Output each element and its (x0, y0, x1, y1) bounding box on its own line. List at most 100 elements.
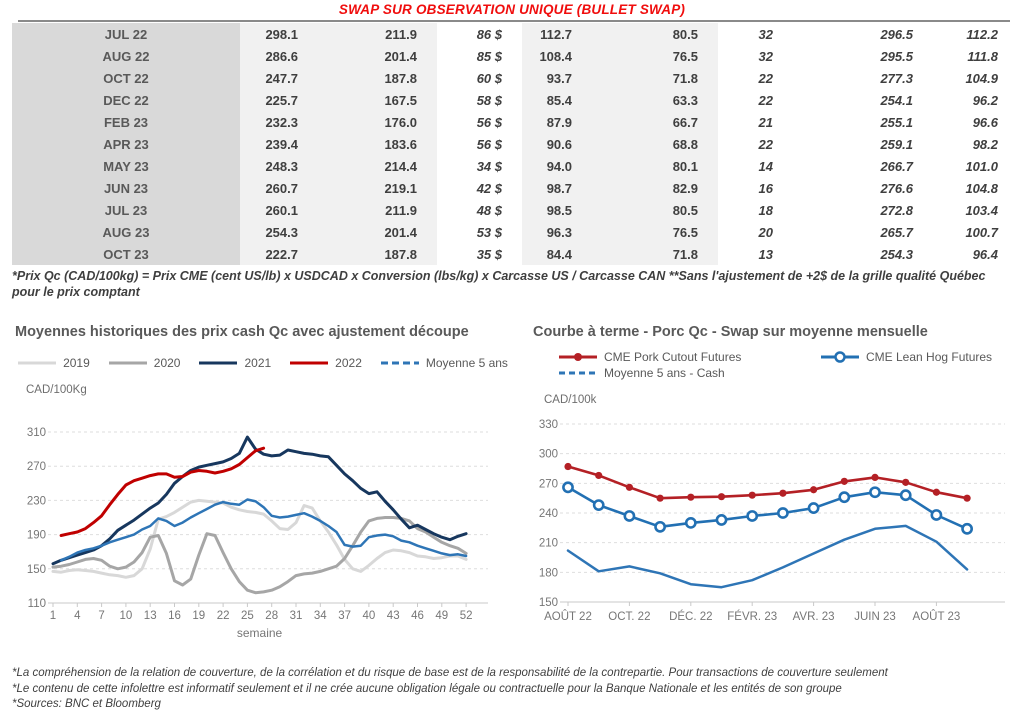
data-point (687, 493, 695, 501)
legend-item: CME Lean Hog Futures (820, 350, 1024, 364)
table-cell: AUG 23 (12, 221, 240, 243)
svg-text:4: 4 (74, 610, 81, 622)
table-cell: APR 23 (12, 133, 240, 155)
title-divider (18, 20, 1010, 22)
table-cell: 98.7 (522, 177, 592, 199)
table-cell: AUG 22 (12, 45, 240, 67)
chart-legend: CME Pork Cutout Futures CME Lean Hog Futu… (528, 350, 1024, 380)
table-cell: 18 (758, 202, 773, 218)
table-row: DEC 22 225.7 167.5 58 $ 85.4 63.3 22 254.1 96.2 (12, 89, 1018, 111)
table-cell: 112.7 (522, 23, 592, 45)
table-cell: 80.5 (592, 199, 718, 221)
table-cell: 104.9 (965, 70, 998, 86)
data-point (930, 509, 943, 521)
legend-item: CME Pork Cutout Futures (558, 350, 820, 364)
table-cell: 112.2 (966, 26, 998, 42)
disclaimer-line: *La compréhension de la relation de couv… (12, 667, 888, 679)
table-row: FEB 23 232.3 176.0 56 $ 87.9 66.7 21 255.1 96.6 (12, 111, 1018, 133)
table-cell: 80.5 (592, 23, 718, 45)
table-cell: 66.7 (592, 111, 718, 133)
table-cell: 84.4 (522, 243, 592, 265)
legend-line-sample (290, 361, 329, 365)
table-cell: JUN 23 (12, 177, 240, 199)
svg-text:49: 49 (435, 610, 448, 622)
svg-text:310: 310 (27, 427, 46, 439)
svg-text:10: 10 (120, 610, 133, 622)
table-cell: 80.1 (592, 155, 718, 177)
table-cell: 111.8 (967, 48, 998, 64)
svg-text:JUIN 23: JUIN 23 (854, 611, 896, 623)
svg-text:AOÛT 23: AOÛT 23 (913, 610, 961, 623)
table-cell: 71.8 (592, 67, 718, 89)
table-row: JUL 22 298.1 211.9 86 $ 112.7 80.5 32 296.5 112.… (12, 23, 1018, 45)
data-point (807, 502, 820, 514)
table-cell: 76.5 (592, 221, 718, 243)
table-cell: 225.7 (240, 89, 318, 111)
data-point (746, 510, 759, 522)
table-row: JUL 23 260.1 211.9 48 $ 98.5 80.5 18 272.8 103.4 (12, 199, 1018, 221)
table-cell: 76.5 (592, 45, 718, 67)
data-point (779, 489, 787, 497)
svg-text:150: 150 (27, 564, 46, 576)
table-cell: 53 $ (476, 224, 502, 240)
table-cell: 232.3 (240, 111, 318, 133)
data-point (899, 489, 912, 502)
legend-line-sample (559, 353, 597, 361)
table-cell: 20 (758, 224, 773, 240)
table-row: AUG 22 286.6 201.4 85 $ 108.4 76.5 32 295.5 111.… (12, 45, 1018, 67)
y-axis-label: CAD/100k (544, 394, 597, 406)
table-cell: 85 $ (476, 48, 502, 64)
disclaimer-block: *La compréhension de la relation de couv… (12, 666, 1016, 713)
svg-text:46: 46 (411, 610, 424, 622)
series-2022 (59, 446, 266, 537)
table-cell: JUL 23 (12, 199, 240, 221)
table-cell: 68.8 (592, 133, 718, 155)
svg-text:22: 22 (217, 610, 230, 622)
table-cell: MAY 23 (12, 155, 240, 177)
svg-text:FÉVR. 23: FÉVR. 23 (727, 610, 777, 623)
legend-item: Moyenne 5 ans (380, 356, 508, 370)
data-point (902, 478, 910, 486)
table-cell: 222.7 (240, 243, 318, 265)
table-cell: 260.1 (240, 199, 318, 221)
table-cell: 96.2 (972, 92, 998, 108)
table-cell: 96.4 (972, 246, 998, 262)
table-cell: 58 $ (476, 92, 502, 108)
forward-curve-chart: Courbe à terme - Porc Qc - Swap sur moye… (528, 322, 1024, 668)
svg-text:DÉC. 22: DÉC. 22 (669, 610, 712, 623)
data-point (656, 494, 664, 502)
data-point (838, 491, 851, 504)
table-cell: 176.0 (318, 111, 437, 133)
table-cell: 16 (758, 180, 773, 196)
table-cell: 296.5 (880, 26, 913, 42)
series-cme-pork-cutout-futures (566, 465, 969, 500)
table-cell: 98.2 (972, 136, 998, 152)
table-cell: 32 (758, 48, 773, 64)
data-point (623, 510, 636, 522)
table-cell: 42 $ (476, 180, 502, 196)
table-row: JUN 23 260.7 219.1 42 $ 98.7 82.9 16 276.6 104.8 (12, 177, 1018, 199)
legend-item: 2022 (289, 356, 362, 370)
table-cell: 259.1 (880, 136, 913, 152)
table-cell: JUL 22 (12, 23, 240, 45)
table-cell: 254.3 (240, 221, 318, 243)
table-row: AUG 23 254.3 201.4 53 $ 96.3 76.5 20 265.7 100.7 (12, 221, 1018, 243)
series-2019 (51, 498, 468, 579)
table-cell: 34 $ (476, 158, 502, 174)
table-cell: 298.1 (240, 23, 318, 45)
table-cell: 103.4 (965, 202, 998, 218)
chart-legend: 2019 2020 2021 2022 Moyenne 5 ans (10, 356, 515, 370)
svg-text:180: 180 (539, 567, 558, 579)
table-cell: 104.8 (965, 180, 998, 196)
table-cell: 272.8 (880, 202, 913, 218)
table-cell: 14 (758, 158, 773, 174)
swap-table: JUL 22 298.1 211.9 86 $112.7 80.5 32 296.5 112.… (12, 23, 1018, 265)
table-cell: 108.4 (522, 45, 592, 67)
svg-text:OCT. 22: OCT. 22 (608, 611, 650, 623)
table-cell: 187.8 (318, 243, 437, 265)
legend-label: 2021 (244, 356, 272, 370)
table-cell: 94.0 (522, 155, 592, 177)
table-cell: 86 $ (476, 26, 502, 42)
y-axis-label: CAD/100Kg (26, 384, 87, 396)
